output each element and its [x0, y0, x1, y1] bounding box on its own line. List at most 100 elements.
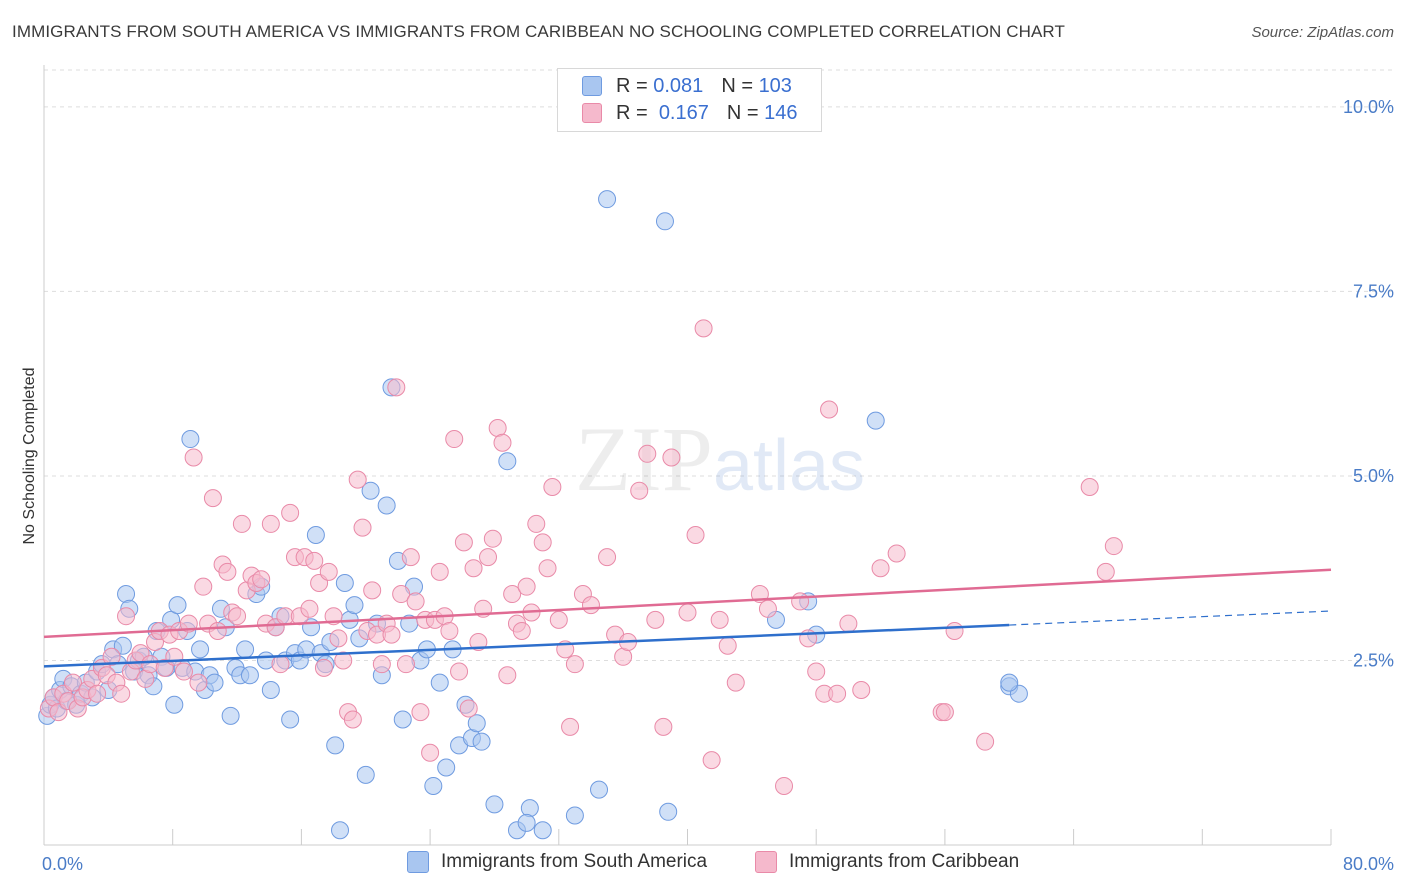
south-america-point [236, 640, 255, 659]
legend-r-label: R = [616, 74, 648, 97]
caribbean-point [396, 655, 415, 674]
caribbean-point [305, 551, 324, 570]
caribbean-point [372, 655, 391, 674]
south-america-point [655, 212, 674, 231]
south-america-point [1000, 673, 1019, 692]
caribbean-point [976, 732, 995, 751]
south-america-point [533, 821, 552, 840]
south-america-point [168, 596, 187, 615]
south-america-point [472, 732, 491, 751]
trend-lines [43, 568, 1332, 668]
caribbean-point [791, 592, 810, 611]
caribbean-point [820, 400, 839, 419]
caribbean-point [353, 518, 372, 537]
south-america-point [866, 411, 885, 430]
caribbean-point [63, 673, 82, 692]
south-america-point [326, 736, 345, 755]
axes [43, 65, 1332, 846]
caribbean-point [678, 603, 697, 622]
caribbean-point [533, 533, 552, 552]
south-america-point [261, 681, 280, 699]
y-tick-label: 7.5% [1353, 281, 1394, 301]
south-america-point [165, 695, 184, 714]
south-america-point [221, 706, 240, 725]
south-america-point [191, 640, 210, 659]
caribbean-point [710, 610, 729, 629]
caribbean-point [543, 478, 562, 497]
caribbean-point [581, 596, 600, 615]
south-america-trend-extension [1009, 610, 1332, 626]
pink-swatch-icon [755, 851, 777, 873]
legend-r-value: 0.081 [653, 74, 704, 97]
caribbean-point [549, 610, 568, 629]
caribbean-point [300, 599, 319, 618]
x-tick-label-min: 0.0% [42, 854, 83, 874]
caribbean-point [208, 621, 227, 640]
caribbean-point [232, 514, 251, 533]
south-america-point [437, 758, 456, 777]
legend-n-label: N = [721, 74, 753, 97]
caribbean-point [686, 526, 705, 544]
caribbean-point [630, 481, 649, 500]
caribbean-point [694, 319, 713, 338]
caribbean-point [387, 378, 406, 397]
south-america-point [485, 795, 504, 814]
caribbean-point [726, 673, 745, 692]
caribbean-point [382, 625, 401, 644]
caribbean-point [775, 776, 794, 795]
south-america-point [281, 710, 300, 729]
blue-swatch-icon [582, 76, 602, 96]
caribbean-point [807, 662, 826, 681]
chart-title: IMMIGRANTS FROM SOUTH AMERICA VS IMMIGRA… [12, 22, 1065, 41]
y-tick-label: 5.0% [1353, 466, 1394, 486]
south-america-trend-line [43, 623, 1010, 668]
caribbean-point [401, 548, 420, 567]
caribbean-point [565, 655, 584, 674]
y-tick-label: 10.0% [1343, 97, 1394, 117]
caribbean-point [392, 585, 411, 604]
caribbean-point [430, 562, 449, 581]
caribbean-point [662, 448, 681, 467]
south-america-point [565, 806, 584, 825]
legend-r-value: 0.167 [658, 101, 709, 124]
caribbean-point [561, 717, 580, 736]
tick-labels: 2.5% 5.0% 7.5% 10.0% 0.0% 80.0% [42, 97, 1394, 874]
caribbean-point [329, 629, 348, 648]
south-america-point [377, 496, 396, 515]
caribbean-point [363, 581, 382, 600]
legend-item-caribbean: Immigrants from Caribbean [755, 851, 1019, 873]
south-america-point [424, 776, 443, 795]
x-tick-label-max: 80.0% [1343, 854, 1394, 874]
series-legend: Immigrants from South America Immigrants… [0, 851, 1406, 879]
caribbean-point [406, 592, 425, 611]
caribbean-point [218, 562, 237, 581]
caribbean-point [334, 651, 353, 670]
caribbean-point [828, 684, 847, 703]
caribbean-point [228, 607, 247, 626]
south-america-point [498, 452, 517, 471]
caribbean-point [935, 703, 954, 722]
south-america-point [306, 526, 325, 544]
caribbean-point [945, 621, 964, 640]
caribbean-point [203, 489, 222, 508]
series-south-america [38, 190, 1028, 840]
south-america-point [467, 714, 486, 733]
caribbean-point [88, 684, 107, 703]
watermark: ZIPatlas [575, 408, 865, 510]
caribbean-point [252, 570, 271, 589]
legend-label: Immigrants from South America [441, 851, 708, 872]
caribbean-point [493, 433, 512, 452]
blue-swatch-icon [407, 851, 429, 873]
caribbean-point [411, 703, 430, 722]
y-tick-label: 2.5% [1353, 650, 1394, 670]
south-america-point [113, 636, 132, 655]
caribbean-point [646, 610, 665, 629]
caribbean-trend-line [43, 568, 1332, 639]
south-america-point [590, 780, 609, 799]
caribbean-point [445, 430, 464, 449]
caribbean-point [1104, 537, 1123, 556]
south-america-point [117, 585, 136, 604]
legend-row-caribbean: R = 0.167 N = 146 [582, 101, 798, 125]
pink-swatch-icon [582, 103, 602, 123]
